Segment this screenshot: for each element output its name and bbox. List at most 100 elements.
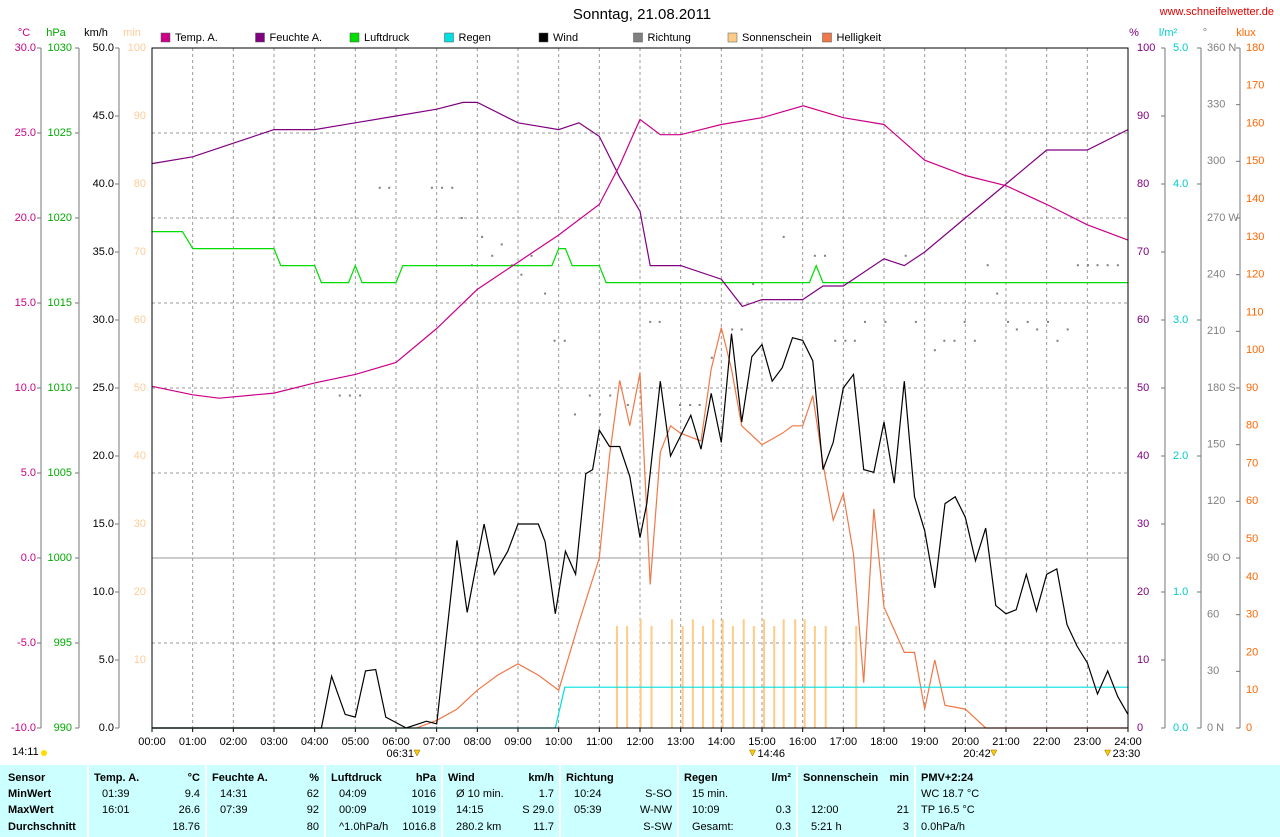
x-tick-label: 05:00 [342,736,370,748]
y-tick-label: 25.0 [93,382,114,394]
y-tick-label: 140 [1246,193,1264,205]
y-tick-label: 15.0 [15,297,36,309]
direction-dot [710,356,713,359]
series-line [151,101,1129,308]
direction-dot [599,413,602,416]
direction-dot [451,186,454,189]
y-tick-label: 1010 [48,382,72,394]
direction-dot [1047,320,1050,323]
y-tick-label: 10 [1246,684,1258,696]
y-tick-label: 20 [1137,586,1149,598]
column-header: Luftdruck [331,772,383,784]
direction-dot [986,264,989,267]
cell-right: 9.4 [185,788,200,800]
y-tick-label: 90 [1137,110,1149,122]
x-tick-label: 24:00 [1114,736,1142,748]
axis-unit: klux [1236,27,1256,39]
column-header: Sonnenschein [803,772,878,784]
cell-left: 16:01 [102,804,130,816]
y-tick-label: 120 [1246,269,1264,281]
y-tick-label: 40 [134,450,146,462]
y-tick-label: 60 [1246,495,1258,507]
direction-dot [678,404,681,406]
y-tick-label: 1015 [48,297,72,309]
updated-time: 14:11 [12,746,39,758]
direction-dot [731,328,734,331]
axis-unit: l/m² [1159,27,1178,39]
time-marker-label: 23:30 [1113,748,1141,760]
cell-left: 10:24 [574,788,602,800]
x-tick-label: 18:00 [870,736,898,748]
column-unit: min [889,772,909,784]
y-tick-label: -5.0 [17,637,36,649]
y-tick-label: 60 [1207,609,1219,621]
y-tick-label: 30 [1137,518,1149,530]
series-line [151,105,1129,399]
y-tick-label: 30 [1207,665,1219,677]
cell-right: 0.3 [776,804,791,816]
y-tick-label: 5.0 [1173,42,1188,54]
column-unit: °C [188,772,200,784]
row-label: MinWert [8,788,52,800]
direction-dot [943,339,946,342]
y-tick-label: 0.0 [1173,722,1188,734]
cell-right: S-SO [645,788,672,800]
time-marker [990,749,998,757]
direction-dot [973,339,976,342]
direction-dot [853,339,856,342]
y-tick-label: 100 [1246,344,1264,356]
cell-right: 0.3 [776,821,791,833]
x-tick-label: 02:00 [220,736,248,748]
y-tick-label: 180 [1246,42,1264,54]
y-tick-label: 20.0 [93,450,114,462]
direction-dot [441,186,444,189]
y-tick-label: 50 [134,382,146,394]
x-tick-label: 06:00 [382,736,410,748]
direction-dot [1066,328,1069,331]
direction-dot [1015,328,1018,331]
x-tick-label: 15:00 [748,736,776,748]
column-header: Richtung [566,772,614,784]
y-tick-label: 40 [1137,450,1149,462]
column-header: Feuchte A. [212,772,268,784]
series-line [152,327,1128,729]
y-tick-label: 50.0 [93,42,114,54]
x-tick-label: 10:00 [545,736,573,748]
y-tick-label: -10.0 [11,722,36,734]
direction-dot [953,339,956,342]
direction-dot [933,349,936,352]
y-tick-label: 3.0 [1173,314,1188,326]
direction-dot [573,413,576,416]
direction-dot [500,243,503,246]
column-unit: hPa [416,772,437,784]
x-tick-label: 23:00 [1074,736,1102,748]
cell-right: 80 [307,821,319,833]
direction-dot [481,235,484,238]
y-tick-label: 110 [1246,306,1264,318]
y-tick-label: 90 [1246,382,1258,394]
column-header: Regen [684,772,718,784]
source-url: www.schneifelwetter.de [1159,6,1274,18]
y-tick-label: 100 [128,42,146,54]
direction-dot [588,394,591,397]
x-tick-label: 20:00 [952,736,980,748]
cell-left: 12:00 [811,804,839,816]
time-marker-label: 14:46 [758,748,786,760]
cell-left: 00:09 [339,804,367,816]
x-tick-label: 08:00 [464,736,492,748]
direction-dot [359,394,362,397]
y-tick-label: 1025 [48,127,72,139]
cell-left: 04:09 [339,788,367,800]
y-tick-label: 170 [1246,80,1264,92]
direction-dot [1026,320,1029,323]
cell-right: 21 [897,804,909,816]
direction-dot [530,254,533,257]
cell-right: S 29.0 [522,804,554,816]
y-tick-label: 80 [1137,178,1149,190]
y-tick-label: 70 [1246,457,1258,469]
x-tick-label: 03:00 [260,736,288,748]
y-tick-label: 0 [1137,722,1143,734]
y-tick-label: 360 N [1207,42,1236,54]
y-tick-label: 130 [1246,231,1264,243]
y-tick-label: 25.0 [15,127,36,139]
